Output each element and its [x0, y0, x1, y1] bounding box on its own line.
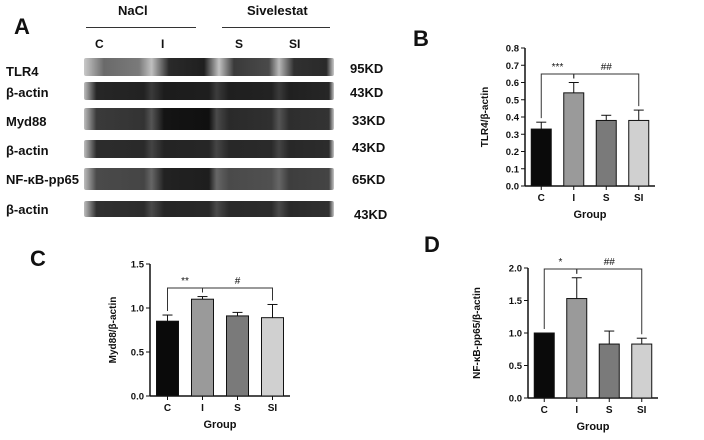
bar-i	[563, 92, 585, 187]
lane-label-si: SI	[289, 37, 301, 51]
bar-i	[191, 298, 214, 397]
y-axis-title: Myd88/β-actin	[108, 297, 119, 364]
x-tick-label-si: SI	[634, 193, 644, 204]
y-tick-label: 0.4	[506, 113, 520, 124]
blot-label-actin-1: β-actin	[6, 85, 49, 100]
kd-label-myd88: 33KD	[352, 113, 386, 128]
significance-label: ##	[601, 62, 613, 73]
y-tick-label: 0.5	[509, 361, 523, 372]
significance-label: **	[181, 276, 189, 287]
x-axis-title: Group	[204, 419, 237, 431]
blot-strip-actin-1	[84, 82, 334, 100]
x-axis-title: Group	[577, 421, 610, 433]
y-tick-label: 0.0	[509, 394, 522, 405]
y-tick-label: 0.3	[506, 130, 519, 141]
y-axis-title: NF-κB-pp65/β-actin	[472, 287, 483, 379]
chart-b-tlr4: 0.0 0.1 0.2 0.3 0.4 0.5 0.6 0.7 0.8 C I S SI *** ## Gro…	[480, 44, 655, 221]
blot-strip-actin-2	[84, 140, 334, 158]
lane-label-i: I	[161, 37, 165, 51]
blot-label-nfkb: NF-κB-pp65	[6, 172, 79, 187]
bar-c	[533, 332, 555, 399]
x-tick-label-si: SI	[268, 403, 278, 414]
group-label-sivelestat: Sivelestat	[247, 3, 308, 18]
bar-c	[530, 128, 552, 187]
y-tick-label: 0.5	[506, 95, 520, 106]
significance-label: #	[235, 276, 241, 287]
bar-si	[631, 343, 653, 399]
panel-a-letter: A	[14, 14, 30, 39]
y-tick-label: 0.5	[131, 348, 145, 359]
kd-label-nfkb: 65KD	[352, 172, 386, 187]
bar-s	[595, 119, 617, 187]
blot-label-tlr4: TLR4	[6, 64, 39, 79]
bar-s	[226, 315, 249, 397]
x-tick-label-s: S	[234, 403, 241, 414]
significance-bracket	[573, 73, 640, 107]
y-tick-label: 0.2	[506, 147, 519, 158]
significance-bracket	[202, 287, 273, 301]
x-tick-label-s: S	[603, 193, 610, 204]
blot-strip-actin-3	[84, 201, 334, 217]
chart-c-myd88: 0.0 0.5 1.0 1.5 C I S SI ** # Group Myd88/β-actin	[108, 260, 290, 431]
significance-label: ##	[604, 257, 616, 268]
y-tick-label: 2.0	[509, 264, 522, 275]
significance-bracket	[576, 268, 643, 335]
bar-s	[598, 343, 620, 399]
y-tick-label: 1.0	[131, 304, 144, 315]
kd-label-tlr4: 95KD	[350, 61, 384, 76]
y-tick-label: 0.7	[506, 61, 519, 72]
y-tick-label: 1.5	[131, 260, 145, 271]
y-tick-label: 0.0	[506, 182, 519, 193]
blot-label-actin-3: β-actin	[6, 202, 49, 217]
lane-label-c: C	[95, 37, 104, 51]
chart-d-nfkb: 0.0 0.5 1.0 1.5 2.0 C I S SI * ## Group NF-κB-pp65/β…	[472, 257, 658, 433]
y-tick-label: 0.1	[506, 164, 520, 175]
significance-label: ***	[552, 62, 564, 73]
x-tick-label-i: I	[201, 403, 204, 414]
x-tick-label-si: SI	[637, 405, 647, 416]
blot-strip-myd88	[84, 108, 334, 130]
group-label-nacl: NaCl	[118, 3, 148, 18]
bar-si	[628, 119, 650, 187]
panel-c-letter: C	[30, 246, 46, 271]
group-line-nacl	[86, 27, 196, 28]
x-axis-title: Group	[574, 209, 607, 221]
y-axis-title: TLR4/β-actin	[480, 87, 491, 148]
y-tick-label: 0.8	[506, 44, 519, 55]
kd-label-actin-1: 43KD	[350, 85, 384, 100]
kd-label-actin-2: 43KD	[352, 140, 386, 155]
panel-b-letter: B	[413, 26, 429, 51]
y-tick-label: 0.0	[131, 392, 144, 403]
blot-strip-nfkb	[84, 168, 334, 190]
x-tick-label-c: C	[164, 403, 171, 414]
x-tick-label-i: I	[575, 405, 578, 416]
lane-label-s: S	[235, 37, 244, 51]
group-line-sivelestat	[222, 27, 330, 28]
x-tick-label-i: I	[572, 193, 575, 204]
bar-i	[566, 298, 588, 399]
blot-strip-tlr4	[84, 58, 334, 76]
blot-label-myd88: Myd88	[6, 114, 47, 129]
y-tick-label: 1.5	[509, 296, 523, 307]
y-tick-label: 0.6	[506, 78, 519, 89]
x-tick-label-c: C	[538, 193, 545, 204]
panel-d-letter: D	[424, 232, 440, 257]
x-tick-label-s: S	[606, 405, 613, 416]
bar-si	[261, 317, 284, 397]
blot-label-actin-2: β-actin	[6, 143, 49, 158]
bar-c	[156, 320, 179, 397]
x-tick-label-c: C	[541, 405, 548, 416]
y-tick-label: 1.0	[509, 329, 522, 340]
kd-label-actin-3: 43KD	[354, 207, 388, 222]
significance-label: *	[559, 257, 563, 268]
